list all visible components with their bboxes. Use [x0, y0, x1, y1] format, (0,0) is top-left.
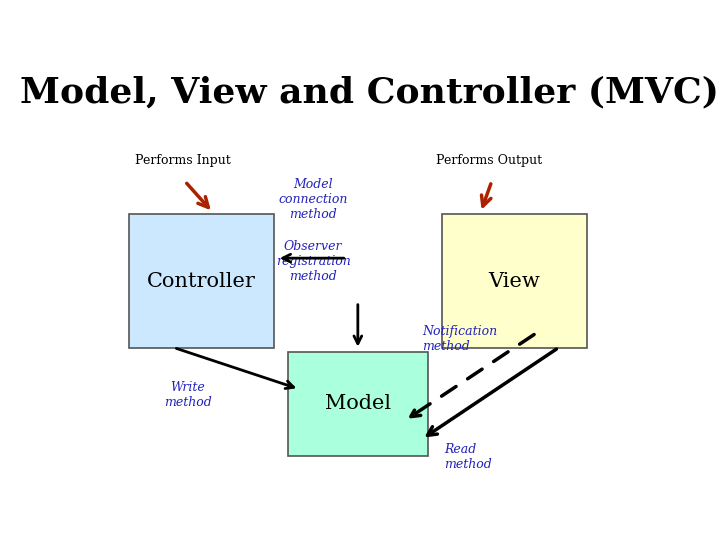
- Bar: [441, 214, 587, 348]
- Text: Performs Output: Performs Output: [436, 154, 542, 167]
- Bar: [288, 352, 428, 456]
- Bar: [129, 214, 274, 348]
- Text: Notification
method: Notification method: [422, 325, 497, 353]
- Text: View: View: [488, 272, 540, 291]
- Text: Observer
registration
method: Observer registration method: [276, 240, 351, 283]
- Text: Read
method: Read method: [444, 443, 492, 471]
- Text: Performs Input: Performs Input: [135, 154, 230, 167]
- Text: Write
method: Write method: [163, 381, 212, 409]
- Text: Model
connection
method: Model connection method: [279, 178, 348, 221]
- Text: Model: Model: [325, 394, 391, 413]
- Text: Model, View and Controller (MVC): Model, View and Controller (MVC): [19, 75, 719, 109]
- Text: Controller: Controller: [147, 272, 256, 291]
